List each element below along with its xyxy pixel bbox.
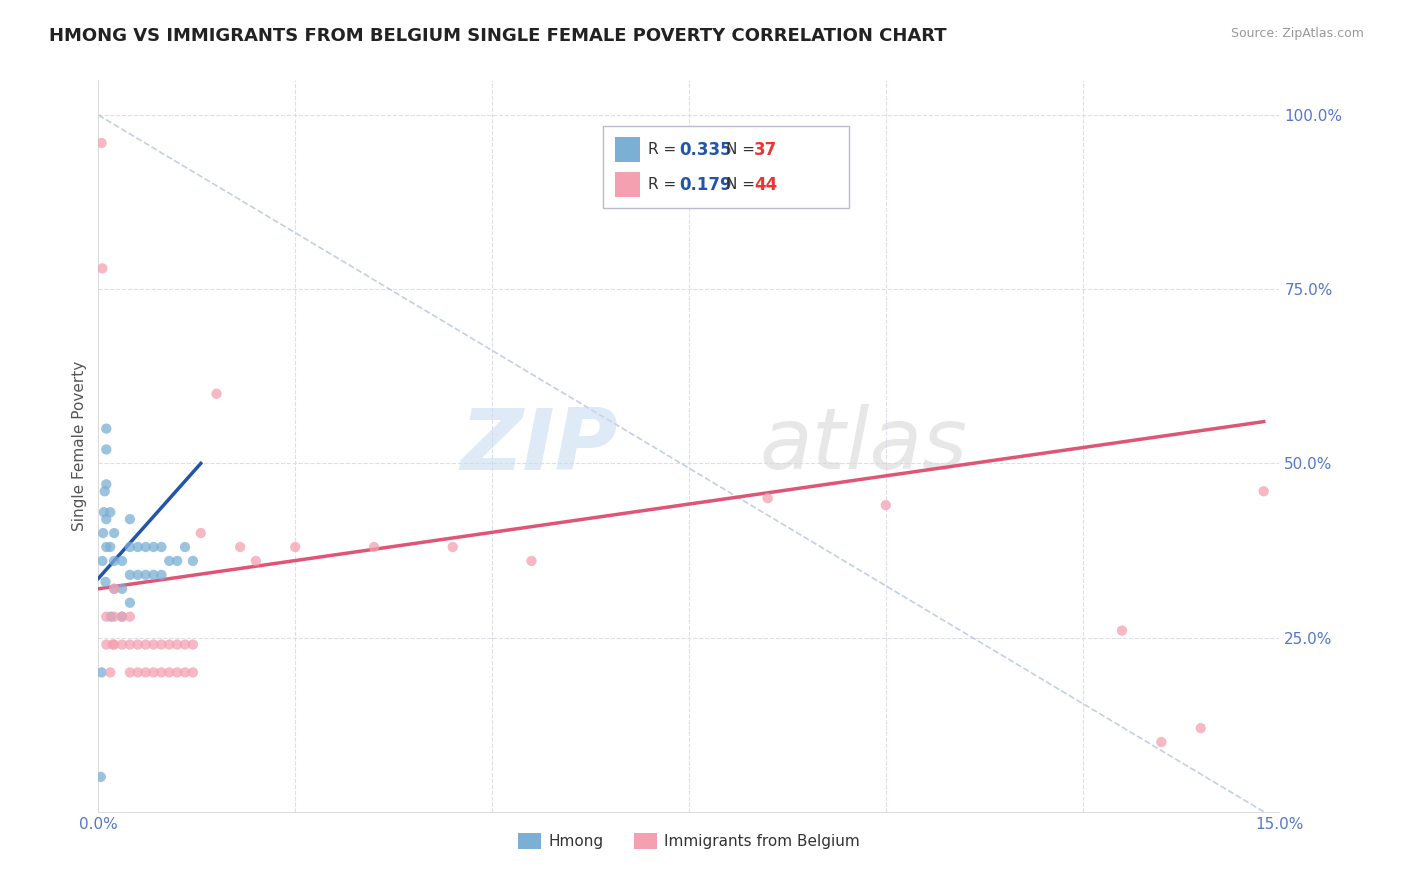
Point bbox=[1189, 721, 1212, 735]
Point bbox=[363, 540, 385, 554]
Text: 44: 44 bbox=[754, 176, 778, 194]
Point bbox=[135, 540, 157, 554]
Point bbox=[90, 770, 112, 784]
Point bbox=[245, 554, 267, 568]
Point bbox=[101, 638, 124, 652]
Point bbox=[127, 567, 149, 582]
Point bbox=[96, 540, 118, 554]
Point bbox=[118, 638, 141, 652]
Text: 0.179: 0.179 bbox=[679, 176, 733, 194]
Point bbox=[150, 665, 173, 680]
Point bbox=[441, 540, 464, 554]
Text: R =: R = bbox=[648, 142, 682, 157]
Point bbox=[100, 609, 122, 624]
Point bbox=[127, 665, 149, 680]
Point bbox=[756, 491, 779, 506]
Point bbox=[103, 638, 125, 652]
Point bbox=[93, 484, 115, 499]
Point bbox=[111, 609, 134, 624]
Point bbox=[103, 554, 125, 568]
Text: 37: 37 bbox=[754, 141, 778, 159]
Point bbox=[157, 638, 180, 652]
Point bbox=[190, 526, 212, 541]
Point bbox=[118, 665, 141, 680]
Point bbox=[98, 665, 121, 680]
Point bbox=[1150, 735, 1173, 749]
Point bbox=[91, 261, 114, 276]
Point bbox=[103, 526, 125, 541]
Point bbox=[98, 540, 121, 554]
Point bbox=[96, 638, 118, 652]
Point bbox=[98, 505, 121, 519]
Legend: Hmong, Immigrants from Belgium: Hmong, Immigrants from Belgium bbox=[512, 827, 866, 855]
Point bbox=[1253, 484, 1275, 499]
Point bbox=[174, 638, 197, 652]
Point bbox=[103, 609, 125, 624]
Point bbox=[181, 665, 204, 680]
Point bbox=[135, 567, 157, 582]
Text: Source: ZipAtlas.com: Source: ZipAtlas.com bbox=[1230, 27, 1364, 40]
Point bbox=[142, 567, 165, 582]
Point bbox=[157, 554, 180, 568]
Point bbox=[181, 554, 204, 568]
Point bbox=[93, 505, 115, 519]
Point bbox=[205, 386, 228, 401]
Point bbox=[103, 582, 125, 596]
Point bbox=[127, 638, 149, 652]
Point bbox=[142, 638, 165, 652]
Point bbox=[94, 574, 117, 589]
Point bbox=[150, 567, 173, 582]
Text: R =: R = bbox=[648, 177, 682, 192]
Point bbox=[91, 526, 114, 541]
Point bbox=[111, 582, 134, 596]
Point bbox=[166, 554, 188, 568]
Point bbox=[135, 638, 157, 652]
Point bbox=[1111, 624, 1133, 638]
Text: N =: N = bbox=[725, 142, 759, 157]
Point bbox=[142, 665, 165, 680]
Point bbox=[520, 554, 543, 568]
Point bbox=[174, 540, 197, 554]
Point bbox=[96, 421, 118, 435]
Point bbox=[118, 540, 141, 554]
Point bbox=[157, 665, 180, 680]
Text: N =: N = bbox=[725, 177, 759, 192]
Point bbox=[284, 540, 307, 554]
Point bbox=[150, 540, 173, 554]
Text: ZIP: ZIP bbox=[460, 404, 619, 488]
Point bbox=[90, 136, 112, 150]
Point bbox=[150, 638, 173, 652]
Point bbox=[96, 477, 118, 491]
Point bbox=[96, 512, 118, 526]
Text: atlas: atlas bbox=[759, 404, 967, 488]
Point bbox=[135, 665, 157, 680]
Point bbox=[118, 567, 141, 582]
Point bbox=[96, 442, 118, 457]
Point bbox=[229, 540, 252, 554]
Point bbox=[875, 498, 897, 512]
Point bbox=[111, 554, 134, 568]
Point bbox=[142, 540, 165, 554]
Point bbox=[181, 638, 204, 652]
Point bbox=[118, 596, 141, 610]
Point bbox=[111, 638, 134, 652]
Point bbox=[174, 665, 197, 680]
Text: HMONG VS IMMIGRANTS FROM BELGIUM SINGLE FEMALE POVERTY CORRELATION CHART: HMONG VS IMMIGRANTS FROM BELGIUM SINGLE … bbox=[49, 27, 946, 45]
Point bbox=[96, 609, 118, 624]
Point bbox=[118, 609, 141, 624]
Text: 0.335: 0.335 bbox=[679, 141, 733, 159]
Point bbox=[118, 512, 141, 526]
Point bbox=[90, 665, 112, 680]
Point bbox=[166, 665, 188, 680]
Point bbox=[166, 638, 188, 652]
Point bbox=[127, 540, 149, 554]
Y-axis label: Single Female Poverty: Single Female Poverty bbox=[72, 361, 87, 531]
Point bbox=[111, 609, 134, 624]
Point bbox=[103, 582, 125, 596]
Point bbox=[91, 554, 114, 568]
